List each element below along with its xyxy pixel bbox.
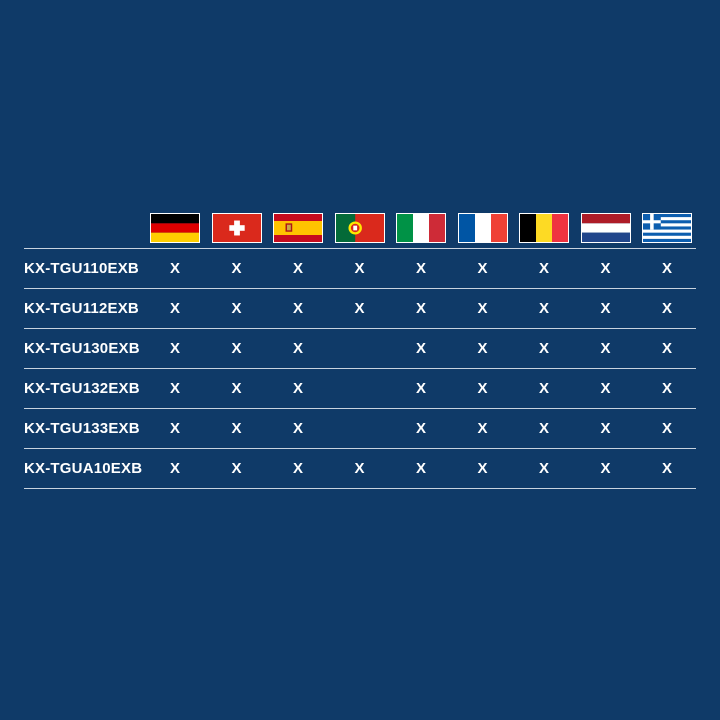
compatibility-mark: X: [477, 340, 488, 357]
compatibility-mark: X: [661, 380, 672, 397]
model-name: KX-TGU130EXB: [24, 340, 140, 357]
compatibility-mark: X: [477, 380, 488, 397]
table-row: KX-TGU112EXB X X X X X X X X X: [24, 289, 696, 329]
compatibility-mark: X: [292, 340, 303, 357]
compatibility-mark: X: [600, 460, 611, 477]
compatibility-mark: X: [354, 300, 365, 317]
compatibility-mark: X: [169, 340, 180, 357]
model-name: KX-TGUA10EXB: [24, 460, 143, 477]
portugal-flag-icon: [334, 213, 385, 243]
compatibility-mark: X: [415, 340, 426, 357]
compatibility-mark: X: [354, 260, 365, 277]
compatibility-mark: X: [292, 380, 303, 397]
switzerland-flag-icon: [211, 213, 262, 243]
compatibility-mark: X: [354, 460, 365, 477]
compatibility-mark: X: [169, 260, 180, 277]
compatibility-mark: X: [538, 340, 549, 357]
table-body: KX-TGU110EXB X X X X X X X X X KX-TGU112EXB X X X X X X X…: [24, 249, 696, 489]
compatibility-mark: X: [292, 300, 303, 317]
table-row: KX-TGU132EXB X X X X X X X X: [24, 369, 696, 409]
model-name: KX-TGU132EXB: [24, 380, 140, 397]
model-name: KX-TGU133EXB: [24, 420, 140, 437]
compatibility-mark: X: [661, 260, 672, 277]
compatibility-mark: X: [231, 420, 242, 437]
compatibility-mark: X: [600, 420, 611, 437]
compatibility-mark: X: [415, 380, 426, 397]
table-row: KX-TGU133EXB X X X X X X X X: [24, 409, 696, 449]
table-row: KX-TGU110EXB X X X X X X X X X: [24, 249, 696, 289]
compatibility-mark: X: [661, 420, 672, 437]
compatibility-mark: X: [600, 340, 611, 357]
compatibility-mark: X: [292, 460, 303, 477]
compatibility-mark: X: [477, 300, 488, 317]
model-name: KX-TGU110EXB: [24, 260, 139, 277]
flag-header-row: [24, 211, 696, 248]
compatibility-mark: X: [661, 460, 672, 477]
compatibility-mark: X: [231, 380, 242, 397]
compatibility-mark: X: [538, 380, 549, 397]
compatibility-mark: X: [231, 340, 242, 357]
model-name: KX-TGU112EXB: [24, 300, 139, 317]
table-row: KX-TGU130EXB X X X X X X X X: [24, 329, 696, 369]
compatibility-mark: X: [415, 300, 426, 317]
compatibility-mark: X: [600, 380, 611, 397]
compatibility-mark: X: [477, 260, 488, 277]
germany-flag-icon: [150, 213, 200, 243]
compatibility-mark: X: [477, 420, 488, 437]
compatibility-mark: X: [292, 420, 303, 437]
compatibility-mark: X: [538, 260, 549, 277]
compatibility-mark: X: [538, 420, 549, 437]
compatibility-mark: X: [600, 260, 611, 277]
compatibility-mark: X: [169, 380, 180, 397]
belgium-flag-icon: [519, 213, 569, 243]
compatibility-table: KX-TGU110EXB X X X X X X X X X KX-TGU112EXB X X X X X X X…: [24, 211, 696, 489]
greece-flag-icon: [642, 213, 692, 243]
compatibility-mark: X: [600, 300, 611, 317]
netherlands-flag-icon: [580, 213, 631, 243]
compatibility-mark: X: [415, 260, 426, 277]
compatibility-mark: X: [415, 460, 426, 477]
compatibility-mark: X: [477, 460, 488, 477]
compatibility-mark: X: [169, 300, 180, 317]
france-flag-icon: [457, 213, 508, 243]
compatibility-mark: X: [231, 260, 242, 277]
compatibility-mark: X: [538, 460, 549, 477]
compatibility-mark: X: [661, 300, 672, 317]
compatibility-mark: X: [661, 340, 672, 357]
compatibility-mark: X: [231, 460, 242, 477]
compatibility-mark: X: [538, 300, 549, 317]
header-divider: [24, 248, 696, 249]
compatibility-mark: X: [415, 420, 426, 437]
compatibility-mark: X: [292, 260, 303, 277]
italy-flag-icon: [396, 213, 446, 243]
spain-flag-icon: [273, 213, 323, 243]
compatibility-mark: X: [169, 420, 180, 437]
compatibility-mark: X: [231, 300, 242, 317]
compatibility-mark: X: [169, 460, 180, 477]
table-row: KX-TGUA10EXB X X X X X X X X X: [24, 449, 696, 489]
